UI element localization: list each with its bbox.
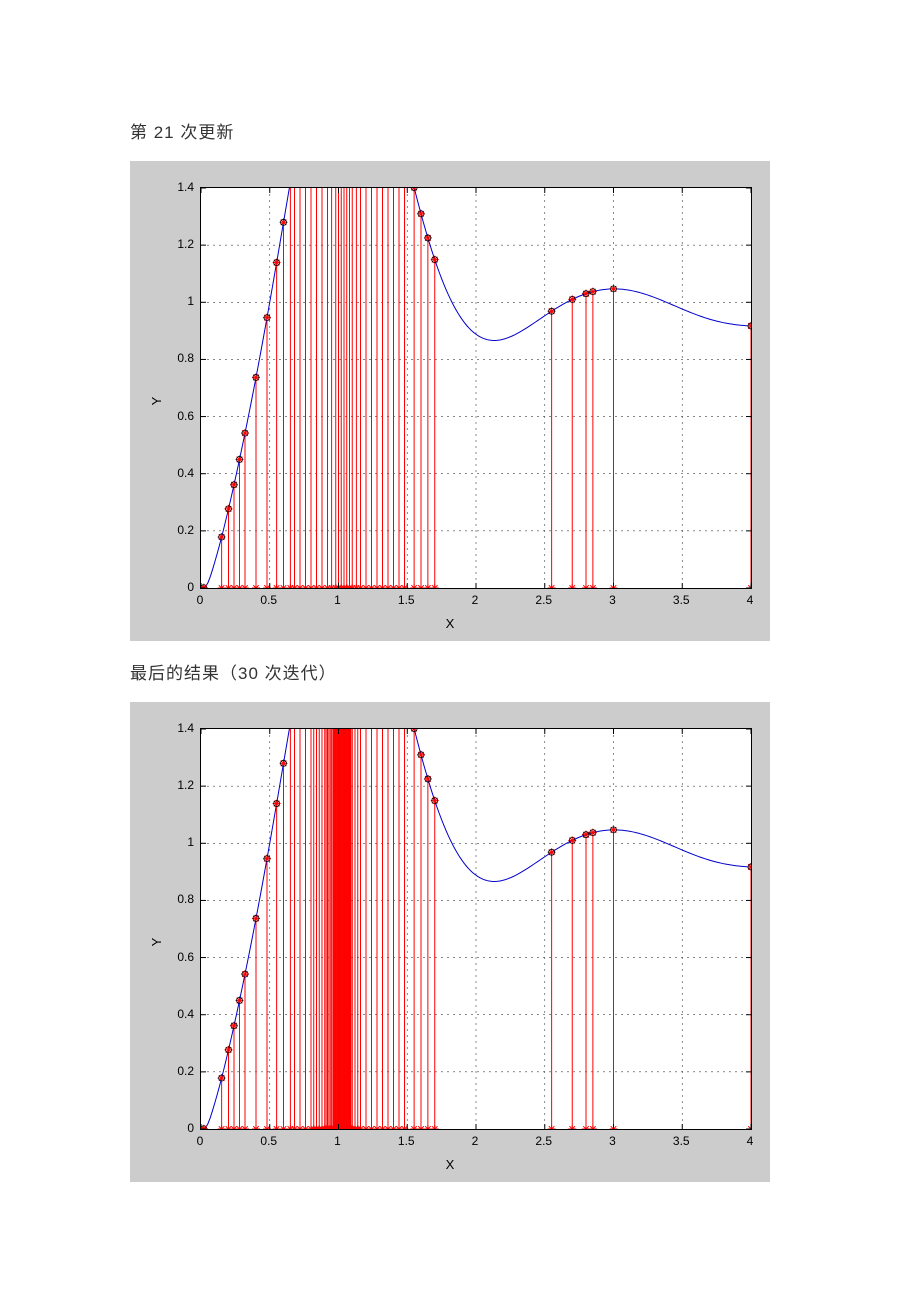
xtick-label: 3 (609, 593, 616, 607)
ytick-label: 1 (187, 294, 194, 308)
xlabel: X (446, 1157, 455, 1172)
ytick-label: 0.4 (177, 1007, 194, 1021)
xtick-label: 3.5 (673, 593, 690, 607)
xtick-label: 1.5 (398, 593, 415, 607)
ylabel: Y (149, 397, 164, 406)
ytick-label: 1.2 (177, 237, 194, 251)
ylabel: Y (149, 938, 164, 947)
xtick-label: 0 (197, 1134, 204, 1148)
chart-1: 0 0.5 1 1.5 2 2.5 3 3.5 4 0 0.2 0.4 0.6 0.8 1 1.2 1.4 X Y (130, 161, 770, 641)
plot-area-2 (200, 728, 752, 1130)
xtick-label: 4 (747, 593, 754, 607)
ytick-label: 0.8 (177, 351, 194, 365)
ytick-label: 0.4 (177, 466, 194, 480)
ytick-label: 0 (187, 580, 194, 594)
xtick-label: 1 (334, 593, 341, 607)
chart-2: 0 0.5 1 1.5 2 2.5 3 3.5 4 0 0.2 0.4 0.6 0.8 1 1.2 1.4 X Y (130, 702, 770, 1182)
xtick-label: 2 (472, 1134, 479, 1148)
xtick-label: 2.5 (535, 1134, 552, 1148)
xtick-label: 3.5 (673, 1134, 690, 1148)
ytick-label: 1.4 (177, 721, 194, 735)
xtick-label: 4 (747, 1134, 754, 1148)
xtick-label: 2.5 (535, 593, 552, 607)
ytick-label: 0.2 (177, 1064, 194, 1078)
ytick-label: 1.2 (177, 778, 194, 792)
ytick-label: 0.6 (177, 409, 194, 423)
ytick-label: 1 (187, 835, 194, 849)
ytick-label: 0.8 (177, 892, 194, 906)
xtick-label: 0.5 (260, 593, 277, 607)
ytick-label: 0 (187, 1121, 194, 1135)
xtick-label: 2 (472, 593, 479, 607)
caption-1: 第 21 次更新 (130, 118, 790, 143)
ytick-label: 0.2 (177, 523, 194, 537)
xlabel: X (446, 616, 455, 631)
ytick-label: 1.4 (177, 180, 194, 194)
xtick-label: 0.5 (260, 1134, 277, 1148)
plot-area-1 (200, 187, 752, 589)
xtick-label: 0 (197, 593, 204, 607)
ytick-label: 0.6 (177, 950, 194, 964)
document-page: 第 21 次更新 0 0.5 1 1.5 2 2.5 3 3.5 4 0 0.2 0.4 0.6 0.8 1… (0, 0, 920, 1242)
xtick-label: 3 (609, 1134, 616, 1148)
xtick-label: 1.5 (398, 1134, 415, 1148)
caption-2: 最后的结果（30 次迭代） (130, 659, 790, 684)
xtick-label: 1 (334, 1134, 341, 1148)
